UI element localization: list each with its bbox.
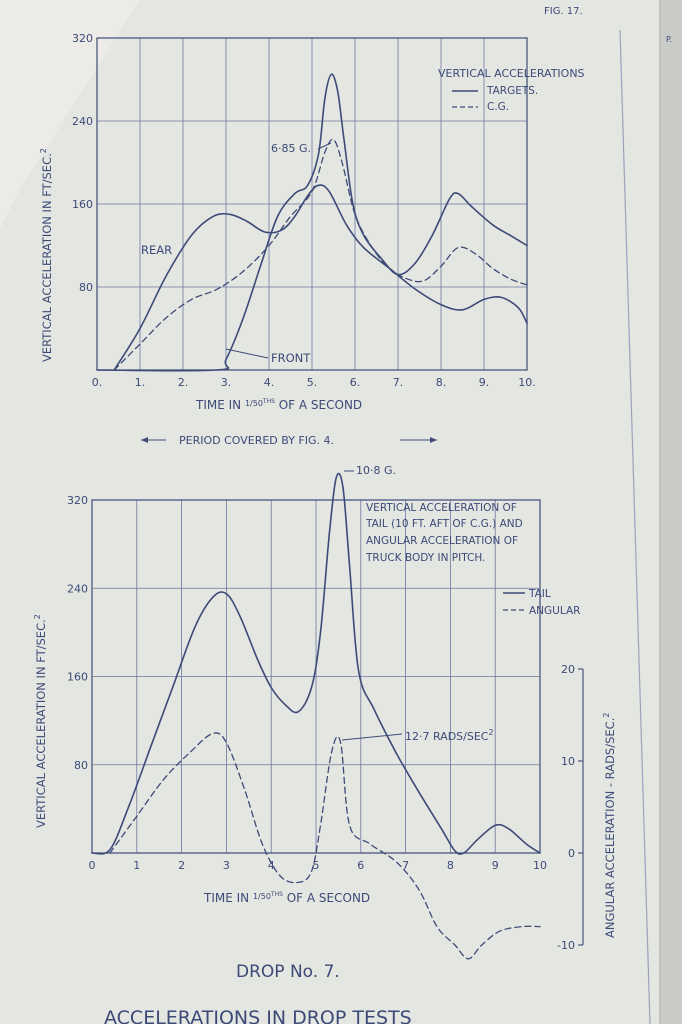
y-tick-label: 240 [67, 582, 88, 595]
bottom-chart-title: VERTICAL ACCELERATION OF TAIL (10 FT. AF… [365, 502, 523, 564]
plot-frame [96, 37, 528, 371]
x-tick-label: 8 [447, 859, 454, 872]
annotation-angular-peak: 12·7 RADS/SEC2 [405, 728, 494, 743]
bottom-chart-title-line-2: TAIL (10 FT. AFT OF C.G.) AND [365, 518, 523, 530]
legend-targets-label: TARGETS. [486, 85, 538, 97]
series-front-line [96, 73, 528, 372]
page-paper [0, 0, 660, 1024]
annotation-angular-leader [341, 733, 403, 741]
bottom-chart-legend: TAIL ANGULAR [503, 588, 580, 617]
bottom-chart-y-ticks: 80 160 240 320 [67, 494, 88, 772]
top-chart-legend: TARGETS. C.G. [452, 85, 538, 113]
annotation-front-leader [225, 348, 269, 359]
bottom-chart-title-line-1: VERTICAL ACCELERATION OF [366, 502, 517, 514]
annotation-peak-g: 6·85 G. [271, 142, 311, 155]
x-tick-label: 9. [479, 376, 490, 389]
x-tick-label: 3. [221, 376, 232, 389]
bottom-chart-title-line-3: ANGULAR ACCELERATION OF [366, 535, 518, 547]
y-tick-label: 80 [74, 759, 88, 772]
annotation-peak-leader [317, 142, 332, 150]
top-chart-title: VERTICAL ACCELERATIONS [438, 67, 585, 80]
x-tick-label: 6. [350, 376, 361, 389]
right-y-tick-label: 0 [568, 847, 575, 860]
series-c-g-line [113, 138, 528, 371]
x-tick-label: 6 [357, 859, 364, 872]
x-tick-label: 3 [223, 859, 230, 872]
curled-corner [0, 0, 140, 230]
legend-tail-label: TAIL [528, 588, 551, 600]
x-tick-label: 10. [518, 376, 536, 389]
bottom-chart-series [91, 472, 541, 960]
y-tick-label: 320 [72, 32, 93, 45]
period-note-text: PERIOD COVERED BY FIG. 4. [179, 434, 334, 447]
top-chart-y-ticks: 80 160 240 320 [72, 32, 93, 294]
plot-frame [91, 499, 541, 854]
x-tick-label: 4. [264, 376, 275, 389]
bottom-chart: 80 160 240 320 20 10 0 -10 0 1 2 3 4 5 6 7 8 9 10 VERTIC… [33, 464, 617, 960]
page-gutter [660, 0, 682, 1024]
x-tick-label: 5. [307, 376, 318, 389]
bottom-chart-x-axis-label: TIME IN 1/50THS OF A SECOND [203, 891, 370, 905]
right-y-tick-label: 20 [561, 663, 575, 676]
top-chart-x-axis-label: TIME IN 1/50THS OF A SECOND [195, 398, 362, 412]
x-tick-label: 4 [268, 859, 275, 872]
footer-title: ACCELERATIONS IN DROP TESTS [104, 1007, 412, 1024]
top-chart-series [96, 73, 528, 372]
legend-cg-label: C.G. [487, 101, 509, 113]
edge-mark: P. [666, 35, 672, 44]
x-tick-label: 1 [133, 859, 140, 872]
top-chart-frame [96, 37, 528, 371]
x-tick-label: 2 [178, 859, 185, 872]
period-note: PERIOD COVERED BY FIG. 4. [141, 434, 437, 447]
right-y-tick-label: 10 [561, 755, 575, 768]
series-angular-line [109, 732, 541, 960]
x-tick-label: 0 [89, 859, 96, 872]
series-rear-line [113, 184, 528, 371]
x-tick-label: 0. [92, 376, 103, 389]
bottom-chart-right-y-ticks: 20 10 0 -10 [557, 663, 584, 952]
legend-angular-label: ANGULAR [529, 605, 580, 617]
drop-label: DROP No. 7. [236, 962, 340, 982]
bottom-chart-y-axis-label: VERTICAL ACCELERATION IN FT/SEC.2 [33, 614, 48, 828]
x-tick-label: 8. [436, 376, 447, 389]
bottom-chart-frame [91, 499, 541, 854]
bottom-chart-title-line-4: TRUCK BODY IN PITCH. [365, 552, 485, 564]
annotation-tail-peak: 10·8 G. [356, 464, 396, 477]
top-chart-x-ticks: 0. 1. 2. 3. 4. 5. 6. 7. 8. 9. 10. [92, 376, 536, 389]
x-tick-label: 5 [313, 859, 320, 872]
x-tick-label: 7 [402, 859, 409, 872]
annotation-front: FRONT [271, 351, 311, 365]
y-tick-label: 320 [67, 494, 88, 507]
y-tick-label: 160 [67, 671, 88, 684]
top-chart: 80 160 240 320 0. 1. 2. 3. 4. 5. 6. 7. 8. 9. 10. VERT… [39, 32, 585, 412]
page-margin-line [619, 29, 651, 1024]
x-tick-label: 1. [135, 376, 146, 389]
figure-label: FIG. 17. [544, 6, 583, 17]
x-tick-label: 7. [393, 376, 404, 389]
annotation-rear: REAR [141, 243, 172, 257]
top-chart-y-axis-label: VERTICAL ACCELERATION IN FT/SEC.2 [39, 148, 54, 362]
right-y-tick-label: -10 [557, 939, 575, 952]
series-tail-line [91, 472, 541, 855]
y-tick-label: 160 [72, 198, 93, 211]
y-tick-label: 80 [79, 281, 93, 294]
x-tick-label: 2. [178, 376, 189, 389]
bottom-chart-right-y-axis-label: ANGULAR ACCELERATION - RADS/SEC.2 [602, 713, 617, 938]
x-tick-label: 9 [492, 859, 499, 872]
x-tick-label: 10 [533, 859, 547, 872]
y-tick-label: 240 [72, 115, 93, 128]
bottom-chart-x-ticks: 0 1 2 3 4 5 6 7 8 9 10 [89, 859, 548, 872]
